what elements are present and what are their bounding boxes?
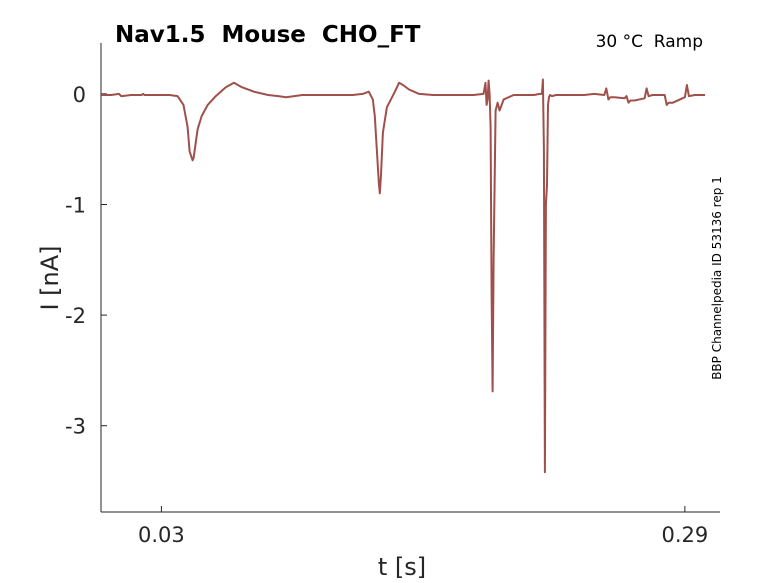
- y-tick-label: -1: [65, 193, 86, 217]
- y-tick-label: -2: [65, 304, 86, 328]
- x-tick-label: 0.29: [661, 523, 708, 547]
- x-tick-label: 0.03: [138, 523, 185, 547]
- x-ticks: 0.03 0.29: [138, 506, 708, 547]
- channelpedia-id-label: BBP Channelpedia ID 53136 rep 1: [710, 176, 724, 380]
- x-axis-label: t [s]: [378, 553, 426, 581]
- axes: [100, 43, 720, 513]
- chart-title: Nav1.5 Mouse CHO_FT: [115, 22, 421, 48]
- condition-label: 30 °C Ramp: [596, 32, 703, 52]
- y-tick-label: -3: [65, 415, 86, 439]
- y-ticks: 0 -1 -2 -3: [65, 83, 107, 439]
- y-axis-label: I [nA]: [36, 245, 64, 310]
- y-tick-label: 0: [73, 83, 86, 107]
- current-trace: [101, 78, 705, 474]
